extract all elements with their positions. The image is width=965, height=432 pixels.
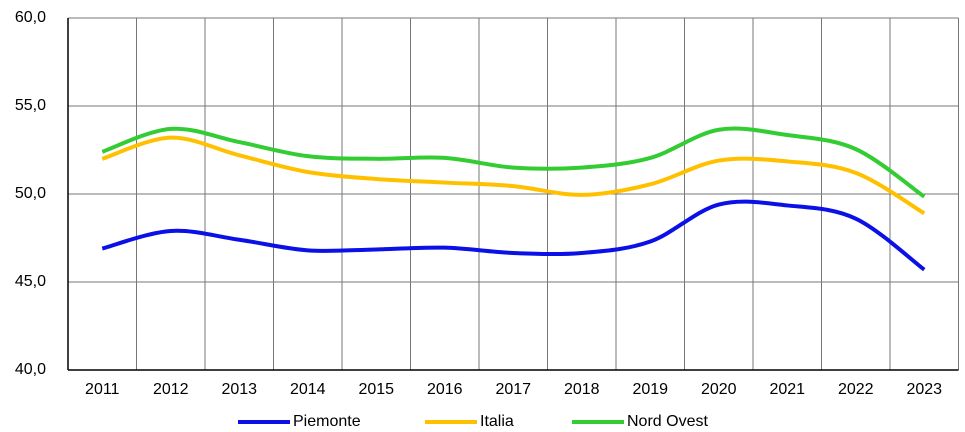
x-tick-label: 2015 <box>358 381 394 398</box>
y-tick-label: 55,0 <box>15 97 46 114</box>
y-tick-label: 50,0 <box>15 185 46 202</box>
x-tick-label: 2018 <box>564 381 600 398</box>
x-tick-label: 2016 <box>427 381 463 398</box>
x-tick-label: 2013 <box>221 381 257 398</box>
x-tick-label: 2023 <box>906 381 942 398</box>
x-tick-label: 2020 <box>701 381 737 398</box>
x-tick-label: 2017 <box>495 381 531 398</box>
y-tick-label: 40,0 <box>15 361 46 378</box>
series-line <box>102 202 924 270</box>
x-tick-label: 2021 <box>769 381 805 398</box>
x-tick-label: 2011 <box>85 381 120 398</box>
y-tick-label: 60,0 <box>15 9 46 26</box>
chart: 40,0 45,0 50,0 55,0 60,0 2011 2012 2013 2014 2015… <box>0 0 965 432</box>
x-tick-label: 2014 <box>290 381 326 398</box>
x-tick-label: 2022 <box>838 381 874 398</box>
series-line <box>102 138 924 214</box>
legend-label: Italia <box>480 413 514 430</box>
y-tick-label: 45,0 <box>15 273 46 290</box>
legend-label: Piemonte <box>293 413 361 430</box>
x-tick-label: 2019 <box>632 381 668 398</box>
x-tick-label: 2012 <box>153 381 189 398</box>
legend-label: Nord Ovest <box>627 413 708 430</box>
